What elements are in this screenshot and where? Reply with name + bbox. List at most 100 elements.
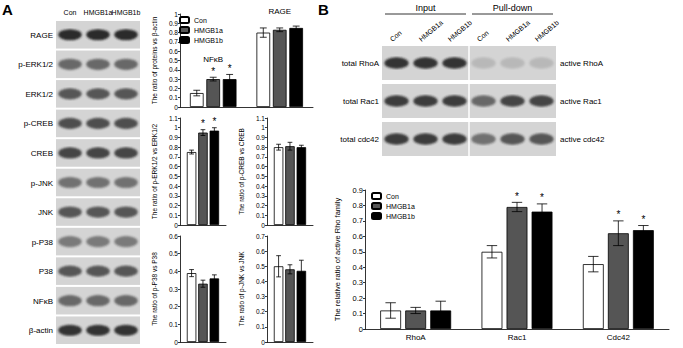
svg-text:active Rac1: active Rac1 bbox=[560, 97, 602, 106]
svg-text:p-P38: p-P38 bbox=[32, 238, 54, 247]
svg-text:Con: Con bbox=[389, 29, 403, 43]
svg-text:0.8: 0.8 bbox=[169, 144, 178, 151]
svg-text:HMGB1a: HMGB1a bbox=[418, 19, 445, 43]
svg-text:RAGE: RAGE bbox=[268, 7, 291, 16]
svg-text:The relative ratio of active R: The relative ratio of active Rho family bbox=[333, 198, 342, 322]
svg-text:Con: Con bbox=[476, 29, 490, 43]
svg-text:0.6: 0.6 bbox=[256, 163, 265, 170]
svg-text:0.4: 0.4 bbox=[169, 268, 178, 275]
svg-text:0.2: 0.2 bbox=[256, 202, 265, 209]
svg-text:0.6: 0.6 bbox=[169, 48, 178, 55]
svg-text:0.6: 0.6 bbox=[353, 232, 363, 241]
svg-text:0: 0 bbox=[174, 104, 178, 111]
svg-text:0.9: 0.9 bbox=[256, 134, 265, 141]
svg-text:CREB: CREB bbox=[31, 149, 53, 158]
svg-text:0.1: 0.1 bbox=[353, 309, 363, 318]
svg-text:1.1: 1.1 bbox=[169, 115, 178, 122]
svg-text:Con: Con bbox=[386, 193, 399, 200]
svg-text:1: 1 bbox=[174, 11, 178, 18]
svg-text:0.1: 0.1 bbox=[256, 212, 265, 219]
svg-text:total Rac1: total Rac1 bbox=[343, 97, 380, 106]
svg-text:A: A bbox=[2, 1, 13, 18]
svg-text:0.1: 0.1 bbox=[169, 212, 178, 219]
svg-text:*: * bbox=[515, 191, 519, 202]
svg-text:*: * bbox=[540, 192, 544, 203]
svg-text:0.3: 0.3 bbox=[256, 192, 265, 199]
svg-text:The ratio of p-JNK vs JNK: The ratio of p-JNK vs JNK bbox=[238, 251, 246, 327]
svg-text:0.1: 0.1 bbox=[169, 94, 178, 101]
svg-text:0.3: 0.3 bbox=[169, 192, 178, 199]
svg-text:0.7: 0.7 bbox=[169, 38, 178, 45]
svg-text:0.4: 0.4 bbox=[353, 263, 363, 272]
svg-text:0.7: 0.7 bbox=[256, 233, 265, 240]
svg-text:HMGB1a: HMGB1a bbox=[386, 203, 415, 210]
svg-text:0: 0 bbox=[261, 339, 265, 346]
svg-text:The ratio of proteins vs β-act: The ratio of proteins vs β-actin bbox=[151, 16, 159, 104]
svg-text:active RhoA: active RhoA bbox=[560, 59, 604, 68]
svg-text:0.5: 0.5 bbox=[256, 263, 265, 270]
svg-text:HMGB1b: HMGB1b bbox=[112, 9, 141, 16]
svg-text:0.3: 0.3 bbox=[169, 286, 178, 293]
svg-text:0.3: 0.3 bbox=[353, 278, 363, 287]
svg-text:The ratio of p-P38 vs P38: The ratio of p-P38 vs P38 bbox=[151, 252, 159, 326]
svg-text:RhoA: RhoA bbox=[406, 333, 427, 342]
svg-text:p-JNK: p-JNK bbox=[31, 179, 54, 188]
svg-text:*: * bbox=[641, 214, 645, 225]
svg-text:0.2: 0.2 bbox=[169, 303, 178, 310]
svg-text:0.2: 0.2 bbox=[169, 202, 178, 209]
svg-text:0.2: 0.2 bbox=[169, 85, 178, 92]
svg-text:JNK: JNK bbox=[38, 208, 54, 217]
svg-text:0.1: 0.1 bbox=[169, 321, 178, 328]
svg-text:0.1: 0.1 bbox=[256, 323, 265, 330]
svg-text:Input: Input bbox=[415, 3, 436, 13]
svg-text:NFκB: NFκB bbox=[203, 55, 223, 64]
svg-text:0: 0 bbox=[174, 222, 178, 229]
svg-text:Con: Con bbox=[194, 17, 207, 24]
svg-text:0.9: 0.9 bbox=[169, 134, 178, 141]
svg-text:0.6: 0.6 bbox=[256, 248, 265, 255]
svg-text:1: 1 bbox=[261, 124, 265, 131]
svg-text:0.5: 0.5 bbox=[353, 247, 363, 256]
svg-text:total RhoA: total RhoA bbox=[342, 59, 380, 68]
svg-text:0.7: 0.7 bbox=[169, 153, 178, 160]
svg-text:HMGB1b: HMGB1b bbox=[447, 19, 474, 43]
svg-text:0.6: 0.6 bbox=[169, 233, 178, 240]
svg-text:*: * bbox=[211, 66, 215, 77]
svg-text:0.8: 0.8 bbox=[169, 29, 178, 36]
svg-text:p-ERK1/2: p-ERK1/2 bbox=[18, 60, 53, 69]
svg-text:0.8: 0.8 bbox=[353, 201, 363, 210]
svg-text:0.2: 0.2 bbox=[256, 308, 265, 315]
svg-text:β-actin: β-actin bbox=[29, 326, 53, 335]
svg-text:Cdc42: Cdc42 bbox=[607, 333, 631, 342]
svg-text:0: 0 bbox=[261, 222, 265, 229]
svg-text:P38: P38 bbox=[39, 267, 54, 276]
svg-text:HMGB1a: HMGB1a bbox=[505, 19, 532, 43]
svg-text:0: 0 bbox=[359, 325, 363, 334]
svg-text:*: * bbox=[212, 116, 216, 127]
svg-text:1: 1 bbox=[174, 124, 178, 131]
svg-text:0.4: 0.4 bbox=[169, 66, 178, 73]
svg-text:The ratio of p-ERK1/2 vs ERK1/: The ratio of p-ERK1/2 vs ERK1/2 bbox=[151, 123, 159, 219]
svg-text:active cdc42: active cdc42 bbox=[560, 135, 605, 144]
svg-text:HMGB1b: HMGB1b bbox=[534, 19, 561, 43]
svg-text:0.5: 0.5 bbox=[256, 173, 265, 180]
svg-text:HMGB1a: HMGB1a bbox=[84, 9, 113, 16]
svg-text:0.4: 0.4 bbox=[169, 183, 178, 190]
svg-text:HMGB1b: HMGB1b bbox=[194, 37, 223, 44]
svg-text:0.4: 0.4 bbox=[256, 278, 265, 285]
svg-text:Pull-down: Pull-down bbox=[493, 3, 533, 13]
svg-text:0.7: 0.7 bbox=[256, 153, 265, 160]
svg-text:0.5: 0.5 bbox=[169, 57, 178, 64]
svg-text:0: 0 bbox=[174, 339, 178, 346]
svg-text:0.9: 0.9 bbox=[169, 20, 178, 27]
svg-text:total cdc42: total cdc42 bbox=[340, 135, 379, 144]
svg-text:HMGB1b: HMGB1b bbox=[386, 213, 415, 220]
svg-text:0.6: 0.6 bbox=[169, 163, 178, 170]
svg-text:1.1: 1.1 bbox=[256, 115, 265, 122]
svg-text:p-CREB: p-CREB bbox=[24, 119, 53, 128]
svg-text:0.4: 0.4 bbox=[256, 183, 265, 190]
svg-text:0.8: 0.8 bbox=[256, 144, 265, 151]
svg-text:0.9: 0.9 bbox=[353, 186, 363, 195]
svg-text:0.2: 0.2 bbox=[353, 294, 363, 303]
svg-text:NFκB: NFκB bbox=[33, 297, 53, 306]
